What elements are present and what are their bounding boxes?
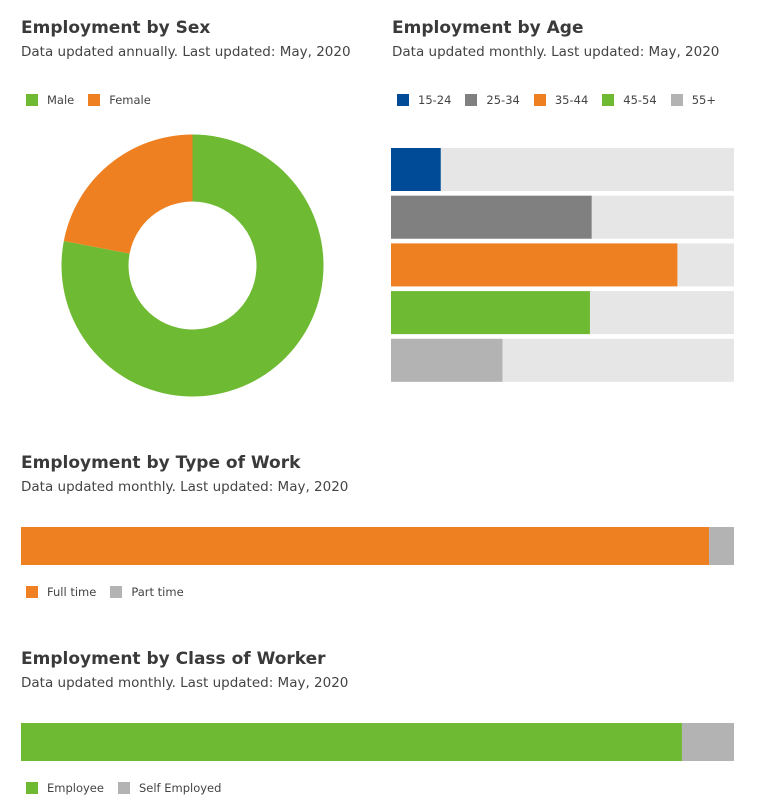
legend-swatch-55-plus — [670, 94, 683, 106]
legend-label-part-time: Part time — [131, 585, 184, 599]
work-stacked-bar — [21, 527, 734, 565]
legend-item-45-54[interactable]: 45-54 — [602, 93, 657, 107]
work-chart-subtitle: Data updated monthly. Last updated: May,… — [21, 479, 349, 495]
legend-label-female: Female — [109, 93, 151, 107]
legend-item-self-employed[interactable]: Self Employed — [117, 781, 222, 795]
legend-swatch-part-time — [110, 586, 123, 598]
legend-swatch-male — [26, 94, 38, 106]
worker-stacked-bar — [21, 723, 734, 761]
legend-label-15-24: 15-24 — [418, 93, 452, 107]
sex-panel: Employment by Sex Data updated annually.… — [21, 18, 351, 60]
legend-item-part-time[interactable]: Part time — [110, 585, 184, 599]
legend-swatch-employee — [26, 782, 38, 794]
legend-item-male[interactable]: Male — [26, 93, 74, 107]
legend-swatch-female — [88, 94, 101, 106]
sex-legend: Male Female — [26, 93, 165, 107]
donut-slice-male[interactable] — [61, 134, 324, 397]
legend-label-55-plus: 55+ — [691, 93, 716, 107]
sex-donut-chart — [61, 134, 324, 397]
legend-swatch-35-44 — [533, 94, 546, 106]
legend-label-45-54: 45-54 — [623, 93, 657, 107]
work-chart-title: Employment by Type of Work — [21, 453, 301, 473]
legend-label-35-44: 35-44 — [554, 93, 589, 107]
work-panel: Employment by Type of Work Data updated … — [21, 453, 348, 495]
age-bar-55-plus[interactable] — [391, 338, 503, 382]
legend-item-15-24[interactable]: 15-24 — [397, 93, 451, 107]
legend-swatch-25-34 — [465, 94, 478, 106]
legend-label-full-time: Full time — [47, 585, 97, 599]
work-segment-part-time[interactable] — [709, 527, 734, 565]
legend-item-25-34[interactable]: 25-34 — [465, 93, 520, 107]
legend-swatch-full-time — [26, 586, 38, 598]
legend-swatch-45-54 — [602, 94, 615, 106]
worker-chart-subtitle: Data updated monthly. Last updated: May,… — [21, 675, 349, 691]
work-segment-full-time[interactable] — [21, 527, 710, 565]
legend-item-full-time[interactable]: Full time — [26, 585, 96, 599]
legend-item-55-plus[interactable]: 55+ — [670, 93, 716, 107]
worker-panel: Employment by Class of Worker Data updat… — [21, 649, 348, 691]
legend-item-employee[interactable]: Employee — [26, 781, 104, 795]
legend-item-female[interactable]: Female — [88, 93, 151, 107]
worker-segment-employee[interactable] — [21, 723, 682, 761]
sex-chart-subtitle: Data updated annually. Last updated: May… — [21, 44, 351, 60]
age-panel: Employment by Age Data updated monthly. … — [392, 18, 719, 60]
legend-label-male: Male — [47, 93, 75, 107]
legend-label-employee: Employee — [47, 781, 104, 795]
age-bar-15-24[interactable] — [391, 148, 441, 191]
legend-item-35-44[interactable]: 35-44 — [533, 93, 589, 107]
age-bar-track-15-24 — [391, 148, 734, 191]
age-legend: 15-24 25-34 35-44 45-54 55+ — [397, 93, 730, 107]
worker-segment-self-employed[interactable] — [681, 723, 734, 761]
work-legend: Full time Part time — [26, 585, 198, 599]
age-chart-subtitle: Data updated monthly. Last updated: May,… — [392, 44, 720, 60]
legend-label-25-34: 25-34 — [486, 93, 520, 107]
age-chart-title: Employment by Age — [392, 18, 584, 38]
age-bar-35-44[interactable] — [391, 243, 678, 287]
age-bar-25-34[interactable] — [391, 195, 592, 239]
worker-legend: Employee Self Employed — [26, 781, 235, 795]
age-bar-chart — [391, 148, 734, 382]
age-bar-45-54[interactable] — [391, 291, 590, 335]
donut-slice-female[interactable] — [63, 134, 193, 254]
legend-label-self-employed: Self Employed — [138, 781, 222, 795]
legend-swatch-15-24 — [397, 94, 409, 106]
worker-chart-title: Employment by Class of Worker — [21, 649, 326, 669]
sex-chart-title: Employment by Sex — [21, 18, 211, 38]
legend-swatch-self-employed — [117, 782, 130, 794]
